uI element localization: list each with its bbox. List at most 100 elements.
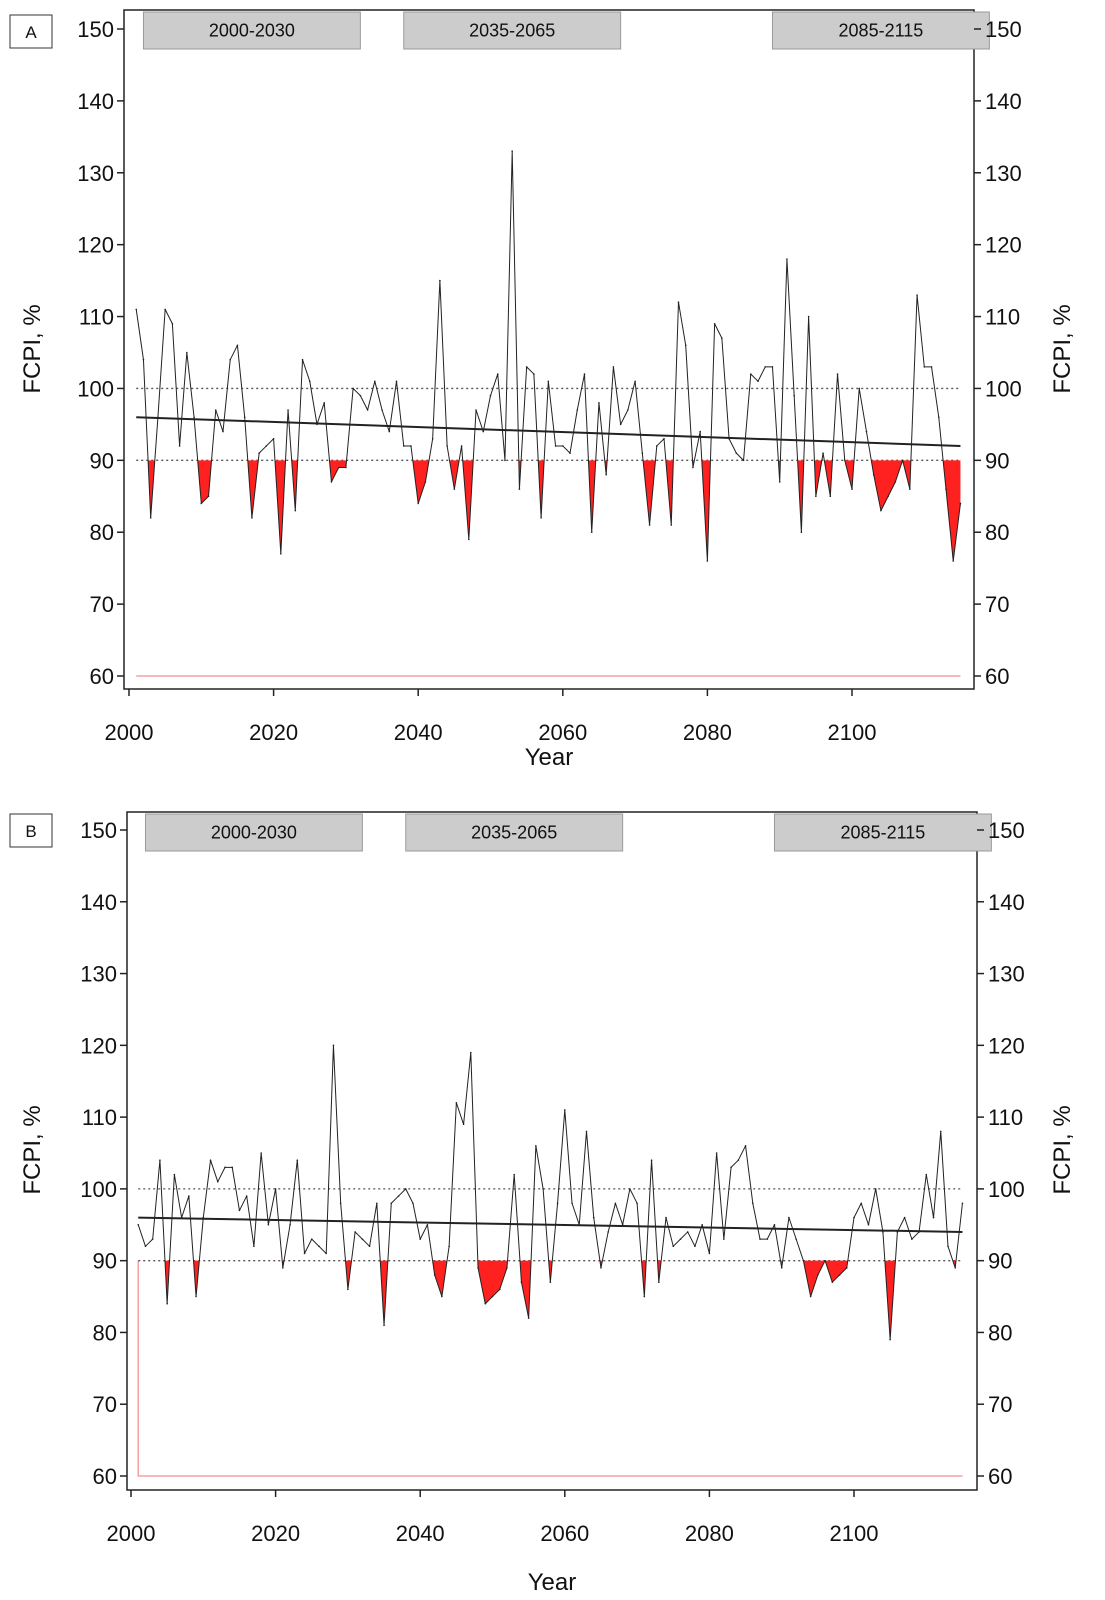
data-point	[800, 531, 803, 534]
data-point	[484, 1302, 487, 1305]
y-tick-label-left: 150	[80, 818, 117, 843]
y-tick-label-right: 90	[988, 1249, 1012, 1274]
data-point	[923, 366, 926, 368]
data-point	[836, 373, 839, 375]
data-point	[282, 1267, 284, 1269]
y-tick-label-left: 60	[90, 664, 114, 689]
data-point	[135, 308, 138, 311]
data-point	[159, 1159, 161, 1161]
data-point	[446, 445, 448, 447]
x-tick-label: 2100	[828, 720, 877, 745]
data-point	[144, 1245, 147, 1248]
data-point	[554, 445, 557, 447]
data-point	[229, 358, 232, 361]
deficit-area	[274, 460, 286, 554]
data-point	[310, 1238, 313, 1240]
data-point	[410, 445, 412, 447]
data-point	[549, 1281, 552, 1283]
data-point	[737, 1159, 740, 1161]
x-tick-label: 2060	[538, 720, 587, 745]
period-box-bg	[773, 813, 992, 852]
deficit-area	[538, 460, 545, 518]
data-point	[142, 358, 145, 361]
data-point	[231, 1166, 234, 1169]
data-point	[173, 1173, 176, 1176]
data-point	[679, 1238, 682, 1240]
data-point	[822, 452, 824, 454]
y-tick-label-left: 140	[77, 89, 114, 114]
data-point	[686, 1231, 689, 1233]
data-point	[441, 1295, 443, 1298]
deficit-area	[519, 1260, 532, 1319]
data-point	[166, 1302, 168, 1305]
x-tick-label: 2000	[105, 720, 154, 745]
data-point	[200, 502, 203, 505]
deficit-area	[844, 460, 855, 490]
y-tick-label-right: 150	[988, 818, 1025, 843]
y-tick-label-right: 140	[985, 89, 1022, 114]
x-tick-label: 2100	[830, 1521, 879, 1546]
data-point	[253, 1245, 255, 1248]
data-point	[889, 1338, 891, 1341]
plot-frame	[123, 9, 975, 690]
data-point	[366, 409, 369, 411]
y-axis-title-left: FCPI, %	[19, 1105, 46, 1194]
data-point	[214, 409, 217, 411]
data-point	[368, 1245, 371, 1248]
data-point	[330, 481, 333, 483]
data-point	[540, 517, 542, 519]
data-point	[504, 459, 506, 462]
data-point	[209, 1159, 212, 1161]
data-point	[699, 430, 701, 433]
data-point	[352, 387, 354, 390]
y-tick-label-left: 150	[77, 17, 114, 42]
data-point	[766, 1238, 769, 1240]
y-tick-label-right: 150	[985, 17, 1022, 42]
data-point	[843, 459, 846, 462]
data-point	[301, 358, 304, 361]
data-point	[272, 437, 275, 440]
data-point	[701, 1223, 703, 1226]
data-point	[477, 1267, 479, 1269]
data-point	[381, 409, 383, 411]
deficit-area	[193, 1260, 200, 1297]
data-point	[607, 1231, 609, 1233]
y-tick-label-right: 100	[988, 1177, 1025, 1202]
data-point	[460, 445, 463, 447]
deficit-area	[291, 460, 298, 511]
fcpi-series-line	[137, 1044, 963, 1341]
y-tick-label-right: 120	[985, 233, 1022, 258]
data-point	[238, 1209, 241, 1212]
data-point	[641, 452, 644, 454]
data-point	[911, 1238, 913, 1240]
deficit-area	[380, 1260, 388, 1326]
data-point	[296, 1159, 299, 1161]
data-point	[395, 380, 398, 383]
data-point	[650, 1159, 653, 1161]
data-point	[788, 1216, 790, 1219]
data-point	[817, 1274, 819, 1276]
data-point	[773, 1223, 776, 1226]
y-axis-title-right: FCPI, %	[1049, 304, 1076, 393]
y-tick-label-right: 140	[988, 890, 1025, 915]
data-point	[945, 488, 947, 490]
data-point	[453, 488, 456, 490]
deficit-area	[701, 460, 711, 561]
data-point	[404, 1188, 407, 1190]
data-point	[439, 279, 441, 282]
data-point	[571, 1202, 573, 1205]
data-point	[851, 488, 853, 490]
data-point	[339, 1202, 342, 1205]
data-point	[354, 1231, 356, 1233]
data-point	[713, 322, 716, 325]
y-tick-label-right: 80	[988, 1320, 1012, 1345]
period-label: 2085-2115	[841, 823, 926, 843]
period-box: 2000-2030	[142, 11, 361, 50]
data-point	[643, 1295, 646, 1298]
data-point	[547, 380, 550, 383]
data-point	[482, 430, 485, 433]
deficit-area	[588, 460, 596, 533]
data-point	[332, 1044, 335, 1047]
data-point	[195, 1295, 197, 1298]
